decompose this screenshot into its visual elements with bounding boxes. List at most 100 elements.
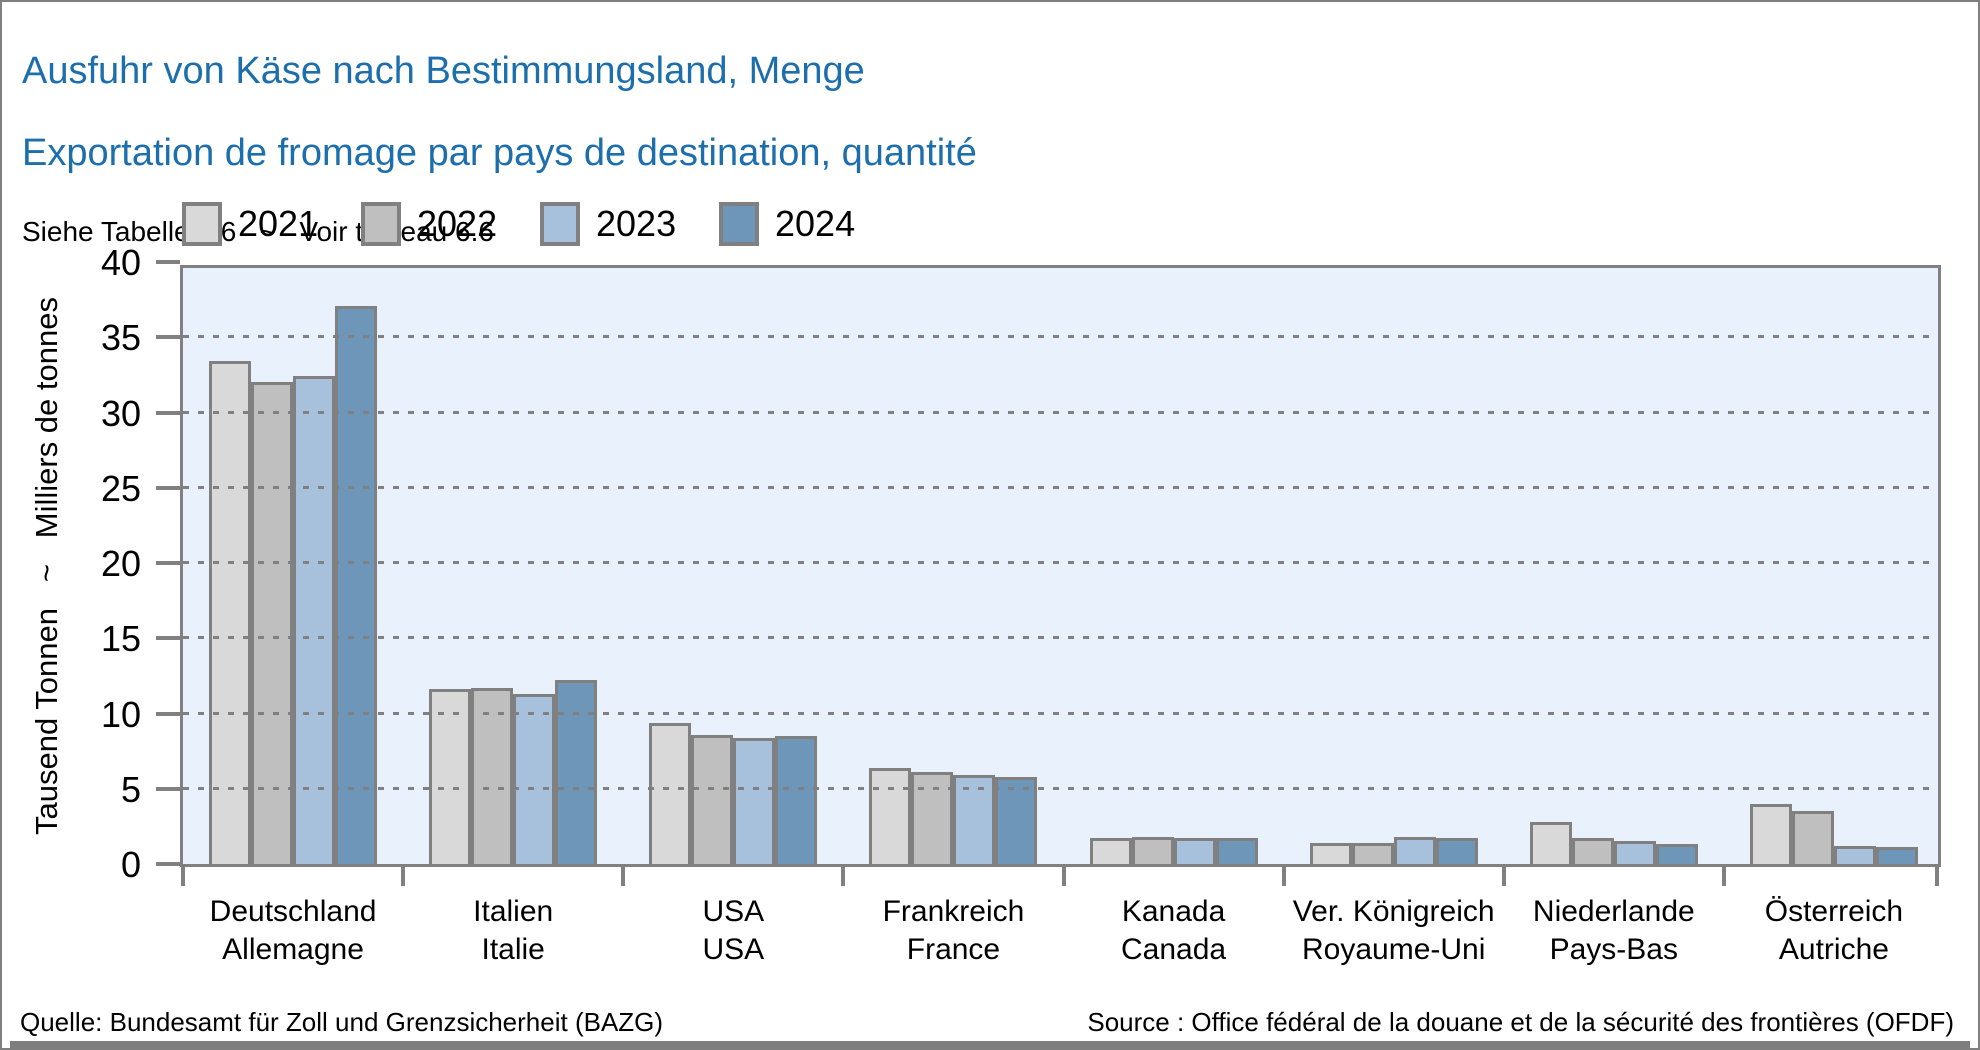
bar-sterreich-2022 bbox=[1791, 811, 1834, 864]
x-category-label-fr: France bbox=[906, 933, 1001, 966]
gridline-5 bbox=[183, 786, 1938, 790]
x-category-label-sterreich: Österreich Autriche bbox=[1724, 893, 1944, 969]
bar-usa-2023 bbox=[733, 738, 776, 864]
header: Ausfuhr von Käse nach Bestimmungsland, M… bbox=[22, 12, 977, 288]
x-tick-6 bbox=[1501, 867, 1506, 886]
bar-kanada-2023 bbox=[1173, 838, 1216, 864]
x-tick-0 bbox=[181, 867, 185, 886]
bar-kanada-2022 bbox=[1131, 837, 1174, 864]
x-tick-1 bbox=[401, 867, 406, 886]
x-category-label-de: Kanada bbox=[1121, 895, 1226, 928]
legend-swatch-2023 bbox=[540, 202, 580, 246]
x-category-label-fr: Canada bbox=[1121, 933, 1227, 966]
x-category-label-fr: Italie bbox=[481, 933, 545, 966]
legend-label-2022: 2022 bbox=[417, 203, 498, 244]
y-tick-0 bbox=[156, 862, 180, 866]
bar-sterreich-2024 bbox=[1875, 847, 1918, 864]
x-category-label-kanada: Kanada Canada bbox=[1064, 893, 1284, 969]
gridline-20 bbox=[183, 561, 1938, 564]
page-title-de: Ausfuhr von Käse nach Bestimmungsland, M… bbox=[22, 50, 865, 92]
bar-italien-2022 bbox=[471, 688, 514, 864]
gridline-35 bbox=[183, 335, 1938, 339]
x-category-label-fr: USA bbox=[702, 933, 765, 966]
x-category-label-frankreich: Frankreich France bbox=[843, 893, 1063, 969]
x-category-label-de: USA bbox=[702, 895, 765, 928]
legend-label-2023: 2023 bbox=[596, 203, 677, 244]
bar-kanada-2021 bbox=[1089, 838, 1132, 864]
x-category-label-deutschland: Deutschland Allemagne bbox=[183, 893, 403, 969]
y-tick-15 bbox=[156, 636, 180, 641]
bar-niederlande-2022 bbox=[1571, 838, 1614, 864]
bottom-divider-bar bbox=[10, 1041, 1970, 1048]
bar-deutschland-2021 bbox=[209, 361, 252, 864]
gridline-15 bbox=[183, 636, 1938, 640]
x-tick-8 bbox=[1935, 867, 1939, 886]
bar-ver-k-nigreich-2023 bbox=[1393, 837, 1436, 864]
y-tick-label-20: 20 bbox=[100, 543, 141, 584]
bar-italien-2024 bbox=[555, 680, 598, 864]
x-tick-7 bbox=[1721, 867, 1726, 886]
y-tick-10 bbox=[156, 711, 180, 716]
source-note-de: Quelle: Bundesamt für Zoll und Grenzsich… bbox=[20, 1007, 664, 1037]
y-tick-label-5: 5 bbox=[120, 768, 141, 810]
y-tick-label-40: 40 bbox=[100, 242, 141, 283]
plot-area: 0 5 10 15 20 25 30 35 40 Deutschland Allemagne Ital… bbox=[101, 242, 1941, 966]
bar-usa-2024 bbox=[775, 736, 818, 864]
bar-usa-2021 bbox=[649, 723, 692, 864]
legend-swatch-2021 bbox=[182, 202, 222, 246]
x-category-label-italien: Italien Italie bbox=[403, 893, 623, 969]
bar-deutschland-2023 bbox=[293, 376, 336, 864]
chart-legend: 2021 2022 2023 2024 bbox=[182, 202, 898, 246]
bar-usa-2022 bbox=[691, 735, 734, 864]
x-tick-5 bbox=[1281, 867, 1286, 886]
bar-italien-2021 bbox=[429, 689, 472, 864]
x-tick-2 bbox=[621, 867, 626, 886]
x-category-label-fr: Autriche bbox=[1778, 933, 1889, 966]
x-tick-4 bbox=[1061, 867, 1066, 886]
bar-ver-k-nigreich-2021 bbox=[1309, 843, 1352, 864]
gridline-30 bbox=[183, 410, 1938, 414]
y-tick-40 bbox=[156, 260, 180, 264]
legend-swatch-2022 bbox=[361, 202, 401, 246]
bar-ver-k-nigreich-2022 bbox=[1351, 843, 1394, 864]
x-category-label-de: Deutschland bbox=[209, 895, 377, 928]
gridline-25 bbox=[183, 485, 1938, 489]
y-tick-label-10: 10 bbox=[100, 693, 141, 735]
legend-label-2024: 2024 bbox=[775, 203, 856, 244]
bar-ver-k-nigreich-2024 bbox=[1435, 838, 1478, 864]
x-category-label-fr: Pays-Bas bbox=[1549, 933, 1678, 966]
bar-niederlande-2023 bbox=[1613, 841, 1656, 864]
bar-frankreich-2023 bbox=[953, 775, 996, 864]
y-tick-label-35: 35 bbox=[100, 317, 141, 359]
y-tick-30 bbox=[156, 410, 180, 415]
x-category-label-niederlande: Niederlande Pays-Bas bbox=[1504, 893, 1724, 969]
x-category-label-fr: Royaume-Uni bbox=[1301, 933, 1486, 966]
bar-deutschland-2022 bbox=[251, 382, 294, 864]
bar-niederlande-2021 bbox=[1529, 822, 1572, 864]
bar-niederlande-2024 bbox=[1655, 844, 1698, 864]
y-tick-25 bbox=[156, 485, 180, 490]
x-category-label-usa: USA USA bbox=[623, 893, 843, 969]
legend-item-2021: 2021 bbox=[182, 202, 361, 246]
y-tick-label-0: 0 bbox=[120, 844, 141, 885]
x-category-label-de: Frankreich bbox=[882, 895, 1025, 928]
y-tick-5 bbox=[156, 786, 180, 791]
x-category-label-fr: Allemagne bbox=[222, 933, 364, 966]
x-category-label-de: Ver. Königreich bbox=[1292, 895, 1495, 928]
bar-kanada-2024 bbox=[1215, 838, 1258, 864]
legend-label-2021: 2021 bbox=[238, 203, 319, 244]
x-category-label-ver-k-nigreich: Ver. Königreich Royaume-Uni bbox=[1284, 893, 1504, 969]
gridline-10 bbox=[183, 711, 1938, 715]
bar-deutschland-2024 bbox=[335, 306, 378, 864]
y-tick-label-25: 25 bbox=[100, 467, 141, 509]
bar-frankreich-2024 bbox=[995, 777, 1038, 864]
legend-item-2024: 2024 bbox=[719, 202, 898, 246]
bar-italien-2023 bbox=[513, 694, 556, 864]
y-tick-label-30: 30 bbox=[100, 392, 141, 434]
y-tick-35 bbox=[156, 335, 180, 340]
legend-item-2023: 2023 bbox=[540, 202, 719, 246]
source-note-fr: Source : Office fédéral de la douane et … bbox=[1087, 1007, 1954, 1037]
y-tick-20 bbox=[156, 561, 180, 565]
y-tick-label-15: 15 bbox=[100, 618, 141, 660]
